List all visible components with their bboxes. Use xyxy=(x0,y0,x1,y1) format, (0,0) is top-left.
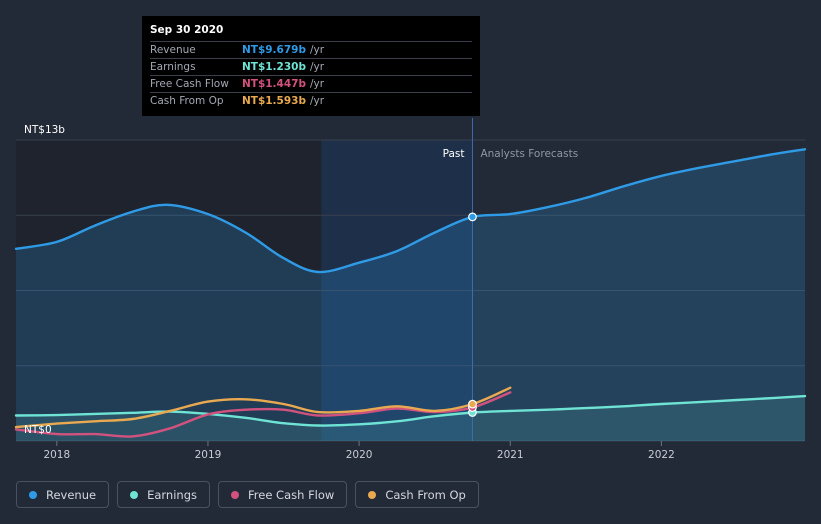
legend-label: Cash From Op xyxy=(385,487,466,502)
tooltip-row-revenue: Revenue NT$9.679b /yr xyxy=(150,41,472,58)
tooltip-value: NT$9.679b xyxy=(242,44,306,56)
tooltip-unit: /yr xyxy=(309,78,325,90)
x-tick-label: 2020 xyxy=(346,449,373,461)
cash-from-op-marker xyxy=(468,399,477,409)
tooltip-unit: /yr xyxy=(309,61,325,73)
revenue-line xyxy=(14,148,807,274)
tooltip-value: NT$1.447b xyxy=(242,78,306,90)
forecast-label: Analysts Forecasts xyxy=(480,148,578,160)
tooltip-unit: /yr xyxy=(309,95,325,107)
tooltip-label: Cash From Op xyxy=(150,95,224,107)
tooltip-date: Sep 30 2020 xyxy=(150,24,224,36)
tooltip-value: NT$1.593b xyxy=(242,95,306,107)
y-axis-min-label: NT$0 xyxy=(24,424,52,436)
past-label: Past xyxy=(443,148,465,160)
cash-from-op-line xyxy=(14,386,512,429)
x-tick-label: 2018 xyxy=(43,449,70,461)
earnings-dot-icon xyxy=(130,490,139,499)
revenue-dot-icon xyxy=(29,490,37,499)
legend-item-earnings[interactable]: Earnings xyxy=(117,481,210,508)
tooltip: Sep 30 2020 Revenue NT$9.679b /yr Earnin… xyxy=(142,16,480,116)
revenue-marker xyxy=(468,212,477,222)
tooltip-value: NT$1.230b xyxy=(242,61,306,73)
cash-from-op-dot-icon xyxy=(368,490,377,499)
legend-item-revenue[interactable]: Revenue xyxy=(16,481,110,508)
revenue-area xyxy=(16,149,805,442)
x-tick-label: 2019 xyxy=(195,449,222,461)
x-tick-label: 2022 xyxy=(648,449,675,461)
tooltip-unit: /yr xyxy=(309,44,325,56)
tooltip-label: Free Cash Flow xyxy=(150,78,229,90)
tooltip-label: Earnings xyxy=(150,61,196,73)
legend-item-cash-from-op[interactable]: Cash From Op xyxy=(355,481,479,508)
free-cash-flow-dot-icon xyxy=(231,490,239,499)
legend-label: Free Cash Flow xyxy=(248,487,335,502)
tooltip-label: Revenue xyxy=(150,44,196,56)
earnings-line xyxy=(14,394,807,427)
legend-item-free-cash-flow[interactable]: Free Cash Flow xyxy=(218,481,348,508)
tooltip-row-cash-from-op: Cash From Op NT$1.593b /yr xyxy=(150,92,472,109)
tooltip-row-free-cash-flow: Free Cash Flow NT$1.447b /yr xyxy=(150,75,472,92)
legend: Revenue Earnings Free Cash Flow Cash Fro… xyxy=(16,481,479,508)
legend-label: Earnings xyxy=(147,487,197,502)
y-axis-max-label: NT$13b xyxy=(24,124,65,136)
tooltip-row-earnings: Earnings NT$1.230b /yr xyxy=(150,58,472,75)
x-tick-label: 2021 xyxy=(497,449,524,461)
legend-label: Revenue xyxy=(46,487,97,502)
